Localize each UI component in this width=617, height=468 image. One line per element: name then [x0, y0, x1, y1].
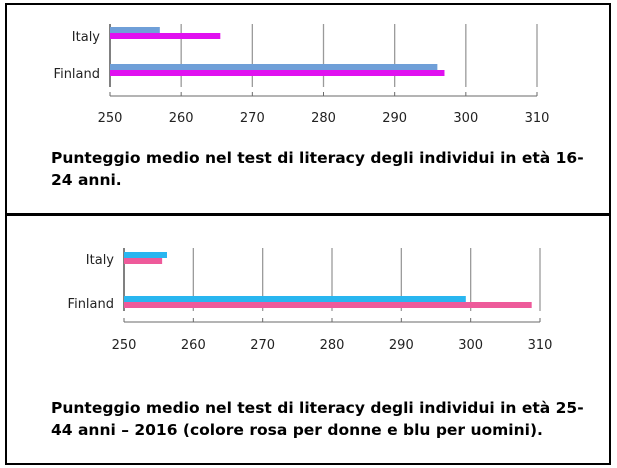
x-tick-label: 310 [525, 111, 550, 126]
bar [124, 258, 163, 264]
category-label: Finland [68, 297, 114, 312]
x-tick-label: 260 [181, 338, 206, 353]
x-tick-label: 280 [320, 338, 345, 353]
x-tick-label: 250 [112, 338, 137, 353]
x-tick-label: 260 [169, 111, 194, 126]
bar [110, 70, 445, 76]
chart-2-caption: Punteggio medio nel test di literacy deg… [51, 399, 584, 439]
chart-panel-1: 250 260 270 280 290 300 310 Italy Finland Punteg… [5, 3, 611, 215]
category-label: Finland [54, 67, 100, 82]
bar [110, 33, 221, 39]
x-tick-label: 310 [528, 338, 553, 353]
chart-2: 250 260 270 280 290 300 310 Italy Finland [68, 248, 553, 353]
bar [124, 252, 167, 258]
bar [124, 302, 532, 308]
bar [124, 296, 466, 302]
category-label: Italy [72, 30, 101, 45]
x-tick-label: 270 [240, 111, 265, 126]
bar [110, 27, 160, 33]
x-tick-label: 290 [389, 338, 414, 353]
category-label: Italy [86, 253, 115, 268]
bar [110, 64, 438, 70]
x-tick-label: 250 [98, 111, 123, 126]
chart-1-caption: Punteggio medio nel test di literacy deg… [51, 149, 584, 189]
x-tick-label: 290 [382, 111, 407, 126]
x-tick-label: 300 [458, 338, 483, 353]
chart-panel-2: 250 260 270 280 290 300 310 Italy Finland Punteg… [5, 214, 611, 465]
x-tick-label: 300 [453, 111, 478, 126]
chart-1: 250 260 270 280 290 300 310 Italy Finland [54, 24, 550, 126]
x-tick-label: 270 [250, 338, 275, 353]
x-tick-label: 280 [311, 111, 336, 126]
